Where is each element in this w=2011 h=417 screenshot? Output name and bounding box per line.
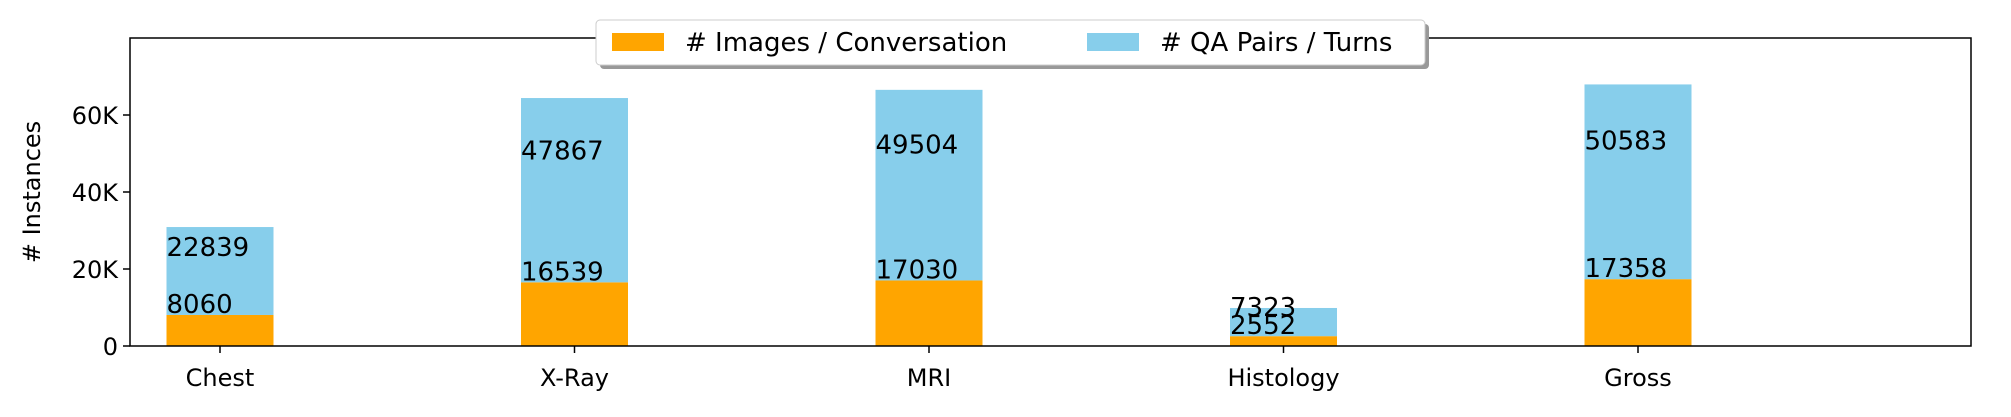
x-tick-label-histology: Histology [1227, 364, 1339, 392]
bars-layer [166, 84, 1692, 346]
y-tick-label-0: 0 [103, 333, 118, 361]
bar-gross-images [1584, 279, 1692, 346]
x-tick-label-gross: Gross [1604, 364, 1672, 392]
data-label-images-chest: 8060 [167, 290, 233, 320]
y-tick-label-2: 40K [72, 179, 120, 207]
legend-item-images-label: # Images / Conversation [685, 28, 1007, 58]
data-label-images-x-ray: 16539 [521, 257, 604, 287]
data-label-qa-pairs-x-ray: 47867 [521, 137, 604, 167]
bar-histology-images [1230, 336, 1337, 346]
bar-chest-images [166, 314, 274, 346]
bar-gross-qa-pairs [1584, 84, 1692, 280]
bar-x-ray-qa-pairs [521, 98, 628, 283]
x-tick-label-mri: MRI [907, 364, 951, 392]
data-label-qa-pairs-gross: 50583 [1585, 126, 1668, 156]
legend-item-qa-pairs-label: # QA Pairs / Turns [1160, 28, 1392, 58]
plot-background [130, 38, 1971, 346]
bar-chest-qa-pairs [166, 227, 274, 315]
bar-histology-qa-pairs [1230, 307, 1337, 337]
legend: # Images / Conversation # QA Pairs / Turn… [595, 19, 1429, 69]
data-label-qa-pairs-histology: 7323 [1230, 293, 1296, 323]
data-label-images-gross: 17358 [1585, 254, 1668, 284]
bar-x-ray-images [521, 282, 628, 346]
legend-item-images-swatch [612, 33, 664, 51]
x-axis: Chest X-Ray MRI Histology Gross [186, 346, 1672, 392]
legend-item-qa-pairs-swatch [1087, 33, 1139, 51]
x-tick-label-x-ray: X-Ray [540, 364, 609, 392]
data-label-images-mri: 17030 [876, 255, 959, 285]
bar-mri-qa-pairs [875, 89, 983, 281]
y-tick-label-1: 20K [72, 256, 120, 284]
data-label-qa-pairs-mri: 49504 [876, 130, 959, 160]
legend-box [595, 19, 1426, 66]
y-tick-label-3: 60K [72, 102, 120, 130]
data-label-qa-pairs-chest: 22839 [167, 233, 250, 263]
y-axis-label: # Instances [18, 121, 46, 263]
data-label-images-histology: 2552 [1230, 311, 1296, 341]
bar-mri-images [875, 280, 983, 346]
y-axis: 0 20K 40K 60K [72, 102, 130, 361]
x-tick-label-chest: Chest [186, 364, 255, 392]
